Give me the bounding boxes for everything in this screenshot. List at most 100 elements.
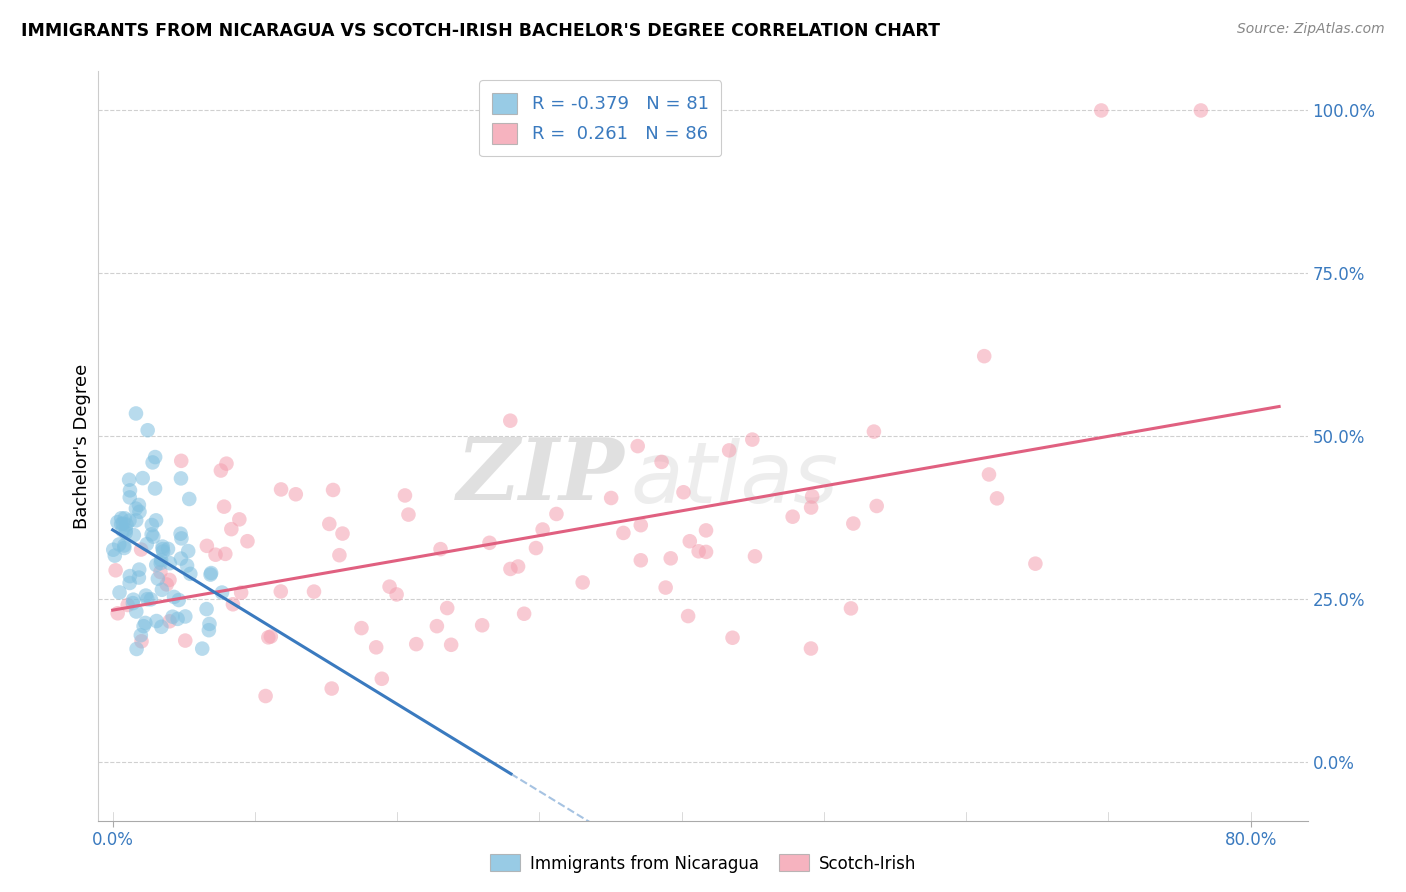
Point xyxy=(257,631,280,645)
Point xyxy=(142,530,165,544)
Point xyxy=(108,537,131,551)
Point xyxy=(612,525,634,540)
Point xyxy=(571,575,593,590)
Point xyxy=(141,527,163,541)
Point xyxy=(117,598,139,612)
Point xyxy=(118,514,141,528)
Point xyxy=(366,640,388,655)
Point xyxy=(478,536,501,550)
Point xyxy=(131,634,153,648)
Point xyxy=(125,605,148,619)
Point xyxy=(782,509,804,524)
Point xyxy=(471,618,494,632)
Point xyxy=(112,539,135,553)
Point xyxy=(426,619,449,633)
Point xyxy=(135,589,157,603)
Point xyxy=(177,544,200,558)
Point xyxy=(800,641,823,656)
Point xyxy=(169,526,191,541)
Point xyxy=(1024,557,1046,571)
Point xyxy=(800,500,823,515)
Point xyxy=(254,689,277,703)
Point xyxy=(111,524,134,538)
Point xyxy=(170,454,193,468)
Point xyxy=(104,563,127,577)
Y-axis label: Bachelor's Degree: Bachelor's Degree xyxy=(73,363,91,529)
Point xyxy=(1189,103,1212,118)
Point xyxy=(718,443,741,458)
Point xyxy=(332,526,354,541)
Point xyxy=(385,587,408,601)
Point xyxy=(111,516,134,531)
Point xyxy=(672,485,695,500)
Point xyxy=(145,558,167,572)
Point xyxy=(204,548,226,562)
Point xyxy=(110,511,132,525)
Point xyxy=(977,467,1000,482)
Point xyxy=(513,607,536,621)
Point xyxy=(302,584,325,599)
Point xyxy=(146,572,169,586)
Point xyxy=(170,551,193,566)
Point xyxy=(128,563,150,577)
Point xyxy=(104,549,127,563)
Point xyxy=(211,585,233,599)
Point xyxy=(142,455,165,469)
Point xyxy=(651,455,673,469)
Point xyxy=(114,525,136,540)
Point xyxy=(221,522,243,536)
Point xyxy=(167,593,190,607)
Point xyxy=(200,567,222,582)
Point xyxy=(986,491,1008,506)
Point xyxy=(159,573,181,587)
Point xyxy=(145,513,167,527)
Point xyxy=(436,601,458,615)
Point xyxy=(179,491,201,506)
Text: IMMIGRANTS FROM NICARAGUA VS SCOTCH-IRISH BACHELOR'S DEGREE CORRELATION CHART: IMMIGRANTS FROM NICARAGUA VS SCOTCH-IRIS… xyxy=(21,22,941,40)
Point xyxy=(212,500,235,514)
Point xyxy=(174,633,197,648)
Point xyxy=(506,559,529,574)
Point xyxy=(200,566,222,580)
Point xyxy=(688,544,710,558)
Point xyxy=(209,464,232,478)
Point xyxy=(195,602,218,616)
Point xyxy=(676,609,699,624)
Point xyxy=(145,614,167,628)
Point xyxy=(721,631,744,645)
Point xyxy=(695,545,717,559)
Point xyxy=(108,585,131,599)
Point xyxy=(128,505,150,519)
Text: atlas: atlas xyxy=(630,438,838,521)
Point xyxy=(398,508,420,522)
Point xyxy=(118,491,141,505)
Point xyxy=(405,637,427,651)
Point xyxy=(228,512,250,526)
Point xyxy=(174,609,197,624)
Point xyxy=(125,642,148,657)
Point xyxy=(152,542,174,557)
Point xyxy=(118,576,141,591)
Point xyxy=(132,619,155,633)
Point xyxy=(118,569,141,583)
Point xyxy=(139,592,162,607)
Point xyxy=(176,558,198,573)
Point xyxy=(801,489,824,503)
Point xyxy=(236,534,259,549)
Point xyxy=(679,534,702,549)
Legend: Immigrants from Nicaragua, Scotch-Irish: Immigrants from Nicaragua, Scotch-Irish xyxy=(484,847,922,880)
Point xyxy=(125,513,148,527)
Point xyxy=(744,549,766,564)
Point xyxy=(128,498,150,512)
Point xyxy=(378,580,401,594)
Point xyxy=(141,518,163,533)
Point xyxy=(546,507,568,521)
Point xyxy=(128,570,150,584)
Point xyxy=(600,491,623,505)
Point xyxy=(839,601,862,615)
Point xyxy=(195,539,218,553)
Point xyxy=(170,532,193,546)
Point xyxy=(524,541,547,555)
Text: Source: ZipAtlas.com: Source: ZipAtlas.com xyxy=(1237,22,1385,37)
Point xyxy=(695,524,717,538)
